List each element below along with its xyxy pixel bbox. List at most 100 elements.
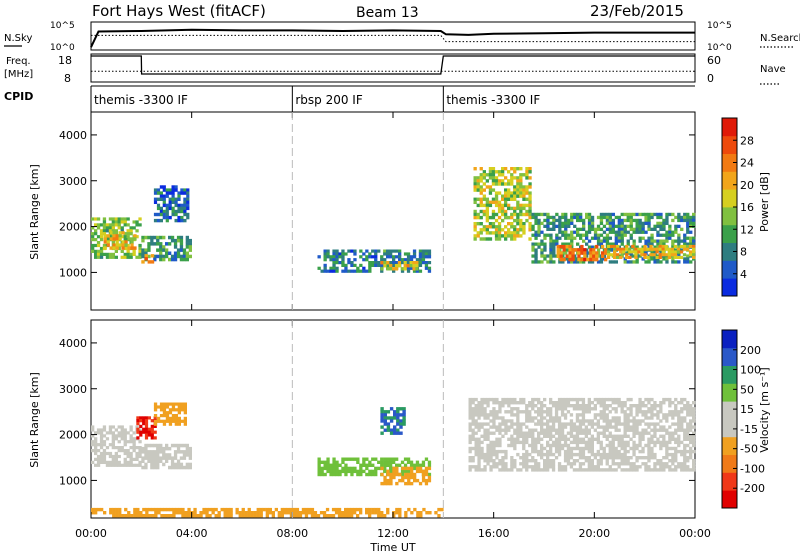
power-cell — [392, 249, 396, 253]
velocity-cell — [569, 428, 574, 432]
power-cell — [329, 255, 333, 259]
power-cell — [628, 247, 632, 251]
velocity-cell — [689, 428, 693, 432]
velocity-cell — [313, 514, 318, 518]
velocity-cell — [531, 404, 535, 408]
power-cell — [494, 212, 499, 217]
nsky-line — [90, 28, 695, 48]
velocity-cell — [495, 440, 499, 445]
velocity-cell — [528, 465, 532, 469]
power-cell — [555, 224, 559, 228]
velocity-cell — [620, 437, 624, 441]
power-cell — [671, 245, 675, 249]
velocity-cell — [584, 407, 588, 411]
power-cell — [608, 218, 612, 223]
velocity-cell — [557, 407, 562, 411]
velocity-cell — [617, 452, 621, 457]
velocity-cell — [380, 481, 384, 486]
power-cell — [510, 231, 514, 235]
velocity-cell — [310, 514, 315, 518]
power-cell — [653, 257, 657, 261]
velocity-cell — [471, 459, 475, 463]
power-cell — [576, 233, 580, 237]
power-cell — [644, 242, 648, 246]
velocity-cell — [162, 462, 166, 467]
power-colorbar-tick-label: 8 — [740, 246, 747, 259]
velocity-colorbar-swatch — [722, 490, 737, 509]
power-cell — [664, 247, 668, 251]
velocity-cell — [156, 405, 161, 409]
power-cell — [647, 242, 651, 246]
velocity-cell — [289, 507, 294, 512]
velocity-cell — [174, 419, 178, 423]
power-cell — [386, 267, 390, 271]
velocity-cell — [489, 440, 493, 445]
velocity-cell — [689, 440, 693, 445]
velocity-cell — [671, 446, 675, 451]
power-cell — [516, 234, 520, 238]
velocity-cell — [578, 404, 583, 408]
power-cell — [180, 206, 184, 211]
velocity-cell — [557, 428, 562, 432]
power-cell — [127, 246, 131, 250]
velocity-cell — [546, 428, 550, 432]
velocity-cell — [395, 472, 399, 477]
velocity-cell — [531, 437, 535, 441]
power-cell — [341, 249, 345, 253]
velocity-cell — [162, 453, 166, 457]
power-cell — [117, 223, 121, 227]
velocity-cell — [344, 463, 348, 467]
velocity-cell — [653, 443, 657, 448]
power-cell — [686, 257, 690, 261]
velocity-cell — [335, 472, 339, 477]
velocity-cell — [650, 416, 654, 420]
power-cell — [552, 245, 556, 249]
power-cell — [94, 223, 98, 227]
power-cell — [504, 212, 508, 217]
power-cell — [522, 197, 526, 201]
velocity-cell — [471, 397, 475, 402]
power-cell — [365, 269, 369, 273]
velocity-cell — [489, 449, 493, 454]
velocity-cell — [483, 465, 487, 469]
velocity-cell — [653, 452, 657, 457]
velocity-cell — [557, 404, 562, 408]
power-cell — [106, 243, 110, 247]
velocity-cell — [632, 440, 636, 445]
power-cell — [647, 260, 651, 264]
velocity-cell — [504, 462, 508, 466]
power-cell — [629, 260, 633, 264]
velocity-cell — [403, 469, 408, 474]
power-cell — [383, 252, 387, 256]
velocity-cell — [393, 428, 397, 432]
velocity-cell — [114, 428, 118, 432]
velocity-cell — [483, 428, 487, 432]
velocity-cell — [96, 428, 101, 432]
velocity-cell — [557, 437, 562, 441]
velocity-cell — [566, 431, 571, 435]
velocity-cell — [180, 402, 184, 406]
velocity-cell — [178, 507, 182, 512]
power-cell — [123, 217, 127, 221]
velocity-cell — [344, 472, 348, 477]
power-cell — [383, 258, 387, 262]
velocity-cell — [528, 452, 532, 457]
power-cell — [617, 239, 621, 243]
velocity-cell — [650, 434, 654, 438]
power-cell — [513, 231, 517, 235]
velocity-cell — [425, 511, 429, 515]
velocity-cell — [686, 437, 690, 441]
velocity-cell — [540, 468, 544, 472]
power-cell — [647, 221, 651, 225]
velocity-cell — [683, 404, 687, 408]
velocity-cell — [123, 434, 127, 438]
power-cell — [476, 212, 480, 217]
power-cell — [135, 223, 139, 227]
power-cell — [596, 215, 601, 220]
velocity-cell — [205, 514, 209, 518]
power-cell — [534, 254, 538, 258]
power-cell — [650, 215, 654, 220]
velocity-cell — [393, 425, 397, 429]
velocity-cell — [102, 440, 107, 444]
power-cell — [595, 251, 599, 255]
